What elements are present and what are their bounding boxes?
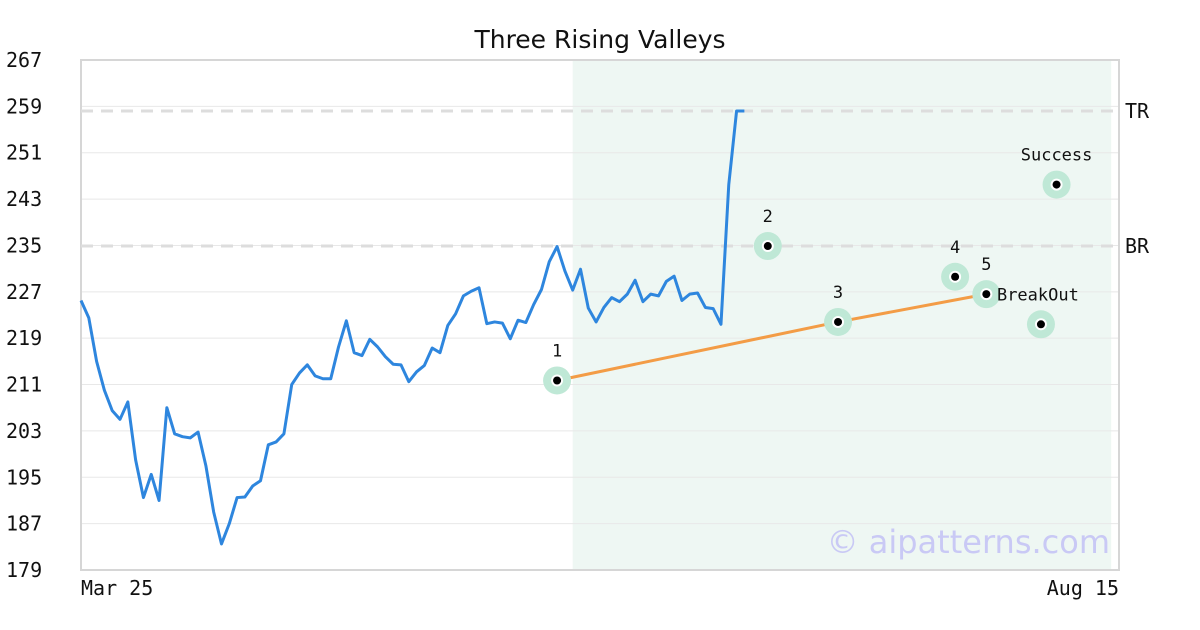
price-line [79,109,745,546]
marker-dot [1052,180,1061,189]
y-tick-label: 251 [6,141,42,165]
annotation-label: 2 [763,207,773,227]
level-label: TR [1125,99,1150,123]
x-tick-label: Aug 15 [1047,576,1119,600]
y-tick-label: 179 [6,558,42,582]
y-tick-label: 195 [6,465,42,489]
marker-dot [763,242,772,251]
y-tick-label: 235 [6,233,42,257]
marker-dot [834,317,843,326]
y-tick-label: 243 [6,187,42,211]
x-tick-label: Mar 25 [81,576,153,600]
annotation-label: 5 [981,255,991,275]
marker-dot [982,290,991,299]
annotation-label: 4 [950,238,960,258]
chart-title: Three Rising Valleys [473,25,725,54]
marker-dot [1036,320,1045,329]
annotation-label: Success [1021,146,1093,166]
plot-frame [80,59,1120,571]
y-tick-label: 219 [6,326,42,350]
watermark: © aipatterns.com [827,523,1110,561]
marker-dot [553,376,562,385]
y-tick-label: 203 [6,419,42,443]
marker-dot [951,272,960,281]
y-tick-label: 259 [6,94,42,118]
y-tick-label: 267 [6,48,42,72]
annotation-label: BreakOut [997,285,1079,305]
annotation-label: 1 [552,341,562,361]
y-tick-label: 227 [6,280,42,304]
y-tick-label: 211 [6,373,42,397]
y-tick-label: 187 [6,512,42,536]
level-label: BR [1125,234,1150,258]
annotation-label: 3 [833,283,843,303]
